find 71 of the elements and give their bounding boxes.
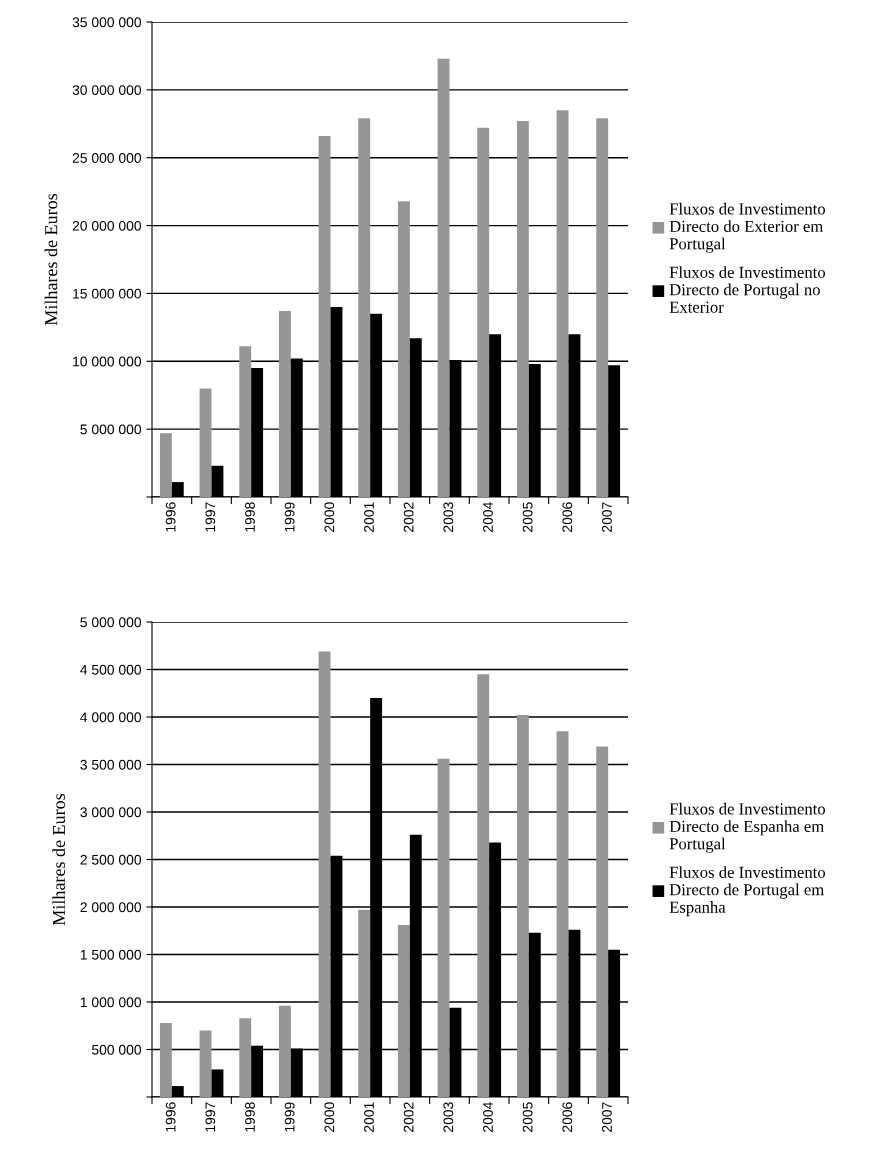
bar xyxy=(239,346,252,497)
bar xyxy=(358,118,371,497)
legend-label: Fluxos de Investimento Directo de Portugal no Exterior xyxy=(669,266,826,313)
bar xyxy=(477,674,490,1097)
bar xyxy=(278,1005,291,1097)
bar xyxy=(199,388,212,497)
x-tick-label: 2002 xyxy=(403,1102,414,1132)
y-tick-label: 35 000 000 xyxy=(72,17,142,28)
x-tick-label: 2002 xyxy=(403,502,414,532)
legend-label: Fluxos de Investimento Directo do Exterior em Portugal xyxy=(669,202,826,253)
y-tick-label: 20 000 000 xyxy=(72,220,142,231)
bar xyxy=(516,715,529,1097)
bar xyxy=(159,1022,172,1097)
bar xyxy=(358,909,371,1097)
x-tick-label: 1996 xyxy=(165,1102,176,1132)
y-tick-label: 4 500 000 xyxy=(80,664,142,675)
y-tick-label: 1 500 000 xyxy=(80,949,142,960)
x-tick-label: 1999 xyxy=(284,1102,295,1132)
y-axis-title: Milhares de Euros xyxy=(44,193,58,326)
x-tick-label: 2005 xyxy=(522,1102,533,1132)
y-tick-label: 4 000 000 xyxy=(80,712,142,723)
x-tick-label: 1997 xyxy=(205,502,216,532)
bar xyxy=(556,110,569,497)
bar xyxy=(278,311,291,497)
bar xyxy=(397,925,410,1097)
x-tick-label: 2006 xyxy=(562,1102,573,1132)
bar xyxy=(596,746,609,1097)
x-tick-label: 2005 xyxy=(522,502,533,532)
x-tick-label: 2007 xyxy=(602,1102,612,1132)
x-tick-label: 2001 xyxy=(364,1102,374,1132)
y-tick-label: 30 000 000 xyxy=(72,85,142,96)
y-tick-label: 3 500 000 xyxy=(80,759,142,770)
y-tick-label: 15 000 000 xyxy=(73,288,142,299)
x-tick-label: 1997 xyxy=(205,1102,216,1132)
x-tick-label: 2004 xyxy=(483,1102,493,1132)
bar xyxy=(516,121,529,497)
bar xyxy=(318,651,331,1097)
bar xyxy=(596,118,609,497)
bar xyxy=(239,1018,252,1097)
x-tick-label: 2000 xyxy=(324,1102,335,1132)
legend-label: Fluxos de Investimento Directo de Espanha em Portugal xyxy=(669,802,826,853)
legend-label: Fluxos de Investimento Directo de Portugal em Espanha xyxy=(669,866,826,917)
y-tick-label: 10 000 000 xyxy=(73,356,142,367)
x-tick-label: 2003 xyxy=(443,1102,454,1132)
bar xyxy=(199,1030,212,1097)
x-tick-label: 2000 xyxy=(324,502,335,532)
y-tick-label: 2 500 000 xyxy=(80,854,142,865)
x-tick-label: 1999 xyxy=(284,502,295,532)
x-tick-label: 1998 xyxy=(245,1102,255,1132)
bar xyxy=(437,58,450,497)
x-tick-label: 2003 xyxy=(443,502,454,532)
y-axis-title: Milhares de Euros xyxy=(52,793,66,926)
x-tick-label: 1996 xyxy=(165,502,176,532)
y-tick-label: 500 000 xyxy=(91,1044,142,1055)
y-tick-label: 2 000 000 xyxy=(80,902,142,913)
bar xyxy=(556,731,569,1097)
x-tick-label: 2007 xyxy=(602,502,612,532)
y-tick-label: 5 000 000 xyxy=(80,617,142,628)
bar xyxy=(437,758,450,1097)
bar xyxy=(477,127,490,497)
bar xyxy=(318,136,331,497)
y-tick-label: 5 000 000 xyxy=(80,424,142,435)
x-tick-label: 2001 xyxy=(364,502,374,532)
x-tick-label: 2006 xyxy=(562,502,573,532)
bar xyxy=(159,433,172,497)
bar xyxy=(397,201,410,497)
x-tick-label: 2004 xyxy=(483,502,493,532)
y-tick-label: 3 000 000 xyxy=(80,807,142,818)
y-tick-label: 1 000 000 xyxy=(80,997,142,1008)
x-tick-label: 1998 xyxy=(245,502,255,532)
y-tick-label: 25 000 000 xyxy=(72,153,142,163)
